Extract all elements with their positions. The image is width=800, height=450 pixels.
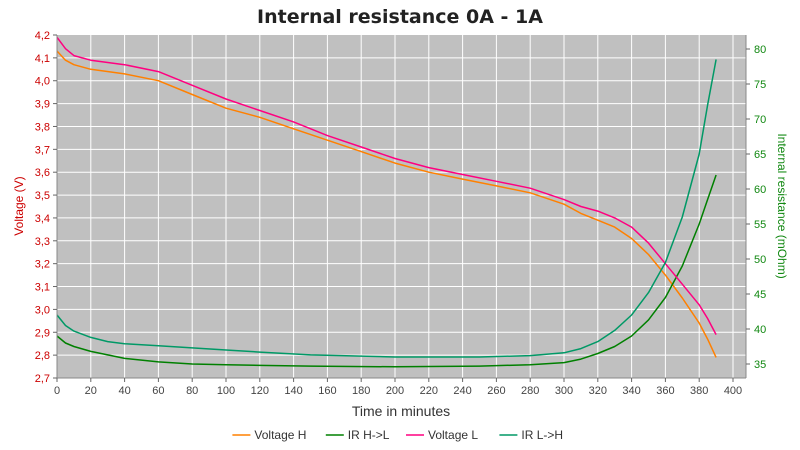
y-tick-label-left: 3,5 <box>35 190 50 202</box>
y-tick-label-right: 35 <box>754 359 766 371</box>
x-tick-label: 40 <box>118 385 130 397</box>
y-tick-label-right: 80 <box>754 44 766 56</box>
legend-label-voltage-l: Voltage L <box>428 428 478 442</box>
x-ticks: 0 20 40 60 80 100 120 140 160 180 200 220 240 260 280 3… <box>54 378 742 397</box>
x-tick-label: 220 <box>420 385 438 397</box>
y-tick-label-right: 75 <box>754 79 766 91</box>
x-tick-label: 360 <box>656 385 674 397</box>
y-tick-label-right: 65 <box>754 149 766 161</box>
y-tick-label-left: 2,8 <box>35 350 50 362</box>
y-tick-label-left: 2,9 <box>35 327 50 339</box>
y-tick-label-left: 3,9 <box>35 99 50 111</box>
x-tick-label: 80 <box>186 385 198 397</box>
y-tick-label-right: 55 <box>754 219 766 231</box>
legend-label-voltage-h: Voltage H <box>254 428 306 442</box>
y-tick-label-right: 40 <box>754 324 766 336</box>
y-tick-label-left: 3,4 <box>35 213 50 225</box>
x-tick-label: 140 <box>284 385 302 397</box>
y-tick-label-left: 3,6 <box>35 167 50 179</box>
series-line-voltage-l <box>56 36 717 335</box>
y-tick-label-left: 2,7 <box>35 373 50 385</box>
y-tick-label-right: 45 <box>754 289 766 301</box>
y-tick-label-left: 3,2 <box>35 259 50 271</box>
x-tick-label: 340 <box>622 385 640 397</box>
y-tick-label-left: 3,0 <box>35 304 50 316</box>
x-tick-label: 380 <box>690 385 708 397</box>
y-ticks-right: 35 40 45 50 55 60 65 70 75 80 <box>746 44 766 371</box>
series-line-ir-l-h <box>56 59 717 358</box>
x-tick-label: 100 <box>217 385 235 397</box>
legend: Voltage H IR H->L Voltage L IR L->H <box>232 428 563 442</box>
x-tick-label: 20 <box>85 385 97 397</box>
series-line-ir-h-l <box>56 174 717 368</box>
chart-title: Internal resistance 0A - 1A <box>257 6 543 28</box>
y-axis-label-right: Internal resistance (mOhm) <box>775 133 789 278</box>
y-tick-label-right: 70 <box>754 114 766 126</box>
series-line-voltage-h <box>56 50 717 358</box>
x-tick-label: 320 <box>589 385 607 397</box>
y-tick-label-right: 60 <box>754 184 766 196</box>
grid <box>57 35 746 378</box>
y-tick-label-left: 3,8 <box>35 121 50 133</box>
y-tick-label-right: 50 <box>754 254 766 266</box>
x-tick-label: 200 <box>386 385 404 397</box>
y-tick-label-left: 4,1 <box>35 53 50 65</box>
x-tick-label: 180 <box>352 385 370 397</box>
x-axis-label: Time in minutes <box>352 403 450 419</box>
y-tick-label-left: 4,0 <box>35 76 50 88</box>
x-tick-label: 120 <box>251 385 269 397</box>
legend-label-ir-l-h: IR L->H <box>521 428 563 442</box>
x-tick-label: 300 <box>555 385 573 397</box>
plot-area <box>57 35 746 378</box>
y-tick-label-left: 3,3 <box>35 236 50 248</box>
y-tick-label-left: 4,2 <box>35 30 50 42</box>
y-axis-label-left: Voltage (V) <box>12 176 26 235</box>
y-tick-label-left: 3,1 <box>35 282 50 294</box>
y-tick-label-left: 3,7 <box>35 144 50 156</box>
x-tick-label: 260 <box>487 385 505 397</box>
x-tick-label: 400 <box>724 385 742 397</box>
x-tick-label: 240 <box>453 385 471 397</box>
legend-label-ir-h-l: IR H->L <box>348 428 390 442</box>
x-tick-label: 160 <box>318 385 336 397</box>
x-tick-label: 280 <box>521 385 539 397</box>
x-tick-label: 0 <box>54 385 60 397</box>
series-lines <box>56 36 717 368</box>
y-ticks-left: 2,7 2,8 2,9 3,0 3,1 3,2 3,3 3,4 3,5 3,6 3,7 3,8 3,9 4… <box>35 30 57 385</box>
x-tick-label: 60 <box>152 385 164 397</box>
